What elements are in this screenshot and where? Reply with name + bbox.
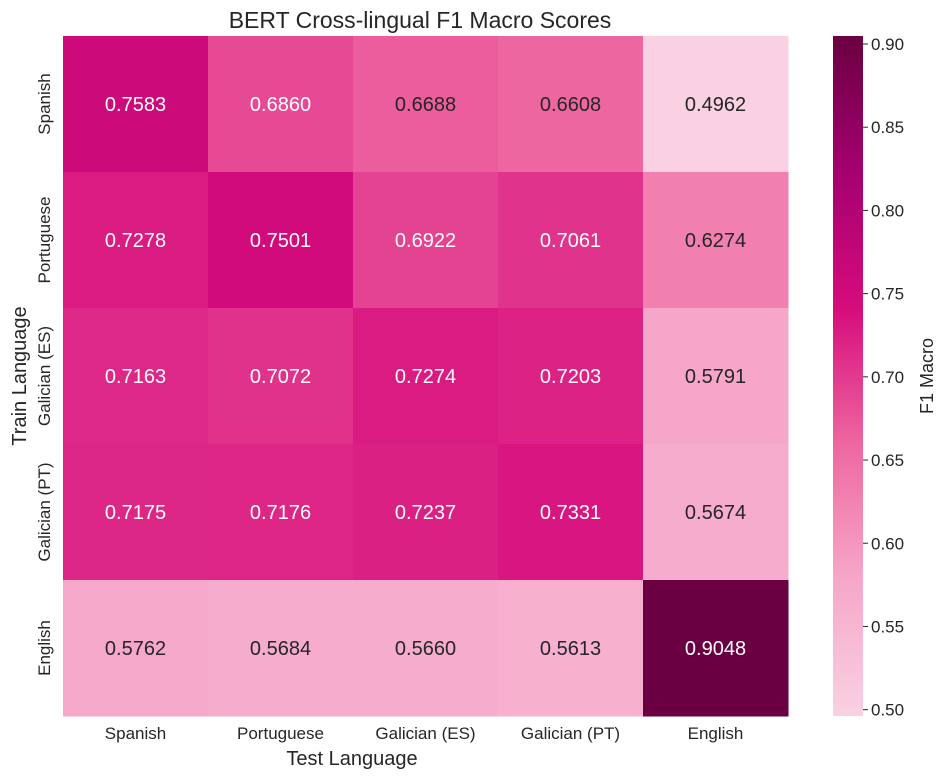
heatmap-cell (208, 308, 354, 445)
colorbar-tick-label: 0.50 (871, 701, 904, 720)
colorbar-label: F1 Macro (917, 338, 937, 414)
cell-value-label: 0.5762 (105, 638, 166, 660)
heatmap-cell (643, 172, 789, 309)
heatmap-cell (63, 308, 209, 445)
heatmap-cell (498, 580, 644, 717)
colorbar-tick-label: 0.60 (871, 534, 904, 553)
heatmap-cell-labels: 0.7583 0.6860 0.6688 0.6608 0.4962 0.7278 0.75… (105, 94, 746, 660)
colorbar-tick-label: 0.70 (871, 368, 904, 387)
heatmap-cell (643, 580, 789, 717)
heatmap-cell (208, 580, 354, 717)
colorbar-tick-label: 0.80 (871, 201, 904, 220)
cell-value-label: 0.4962 (685, 94, 746, 116)
cell-value-label: 0.6922 (395, 230, 456, 252)
cell-value-label: 0.5791 (685, 366, 746, 388)
x-tick-label: Galician (PT) (521, 724, 620, 743)
colorbar-ticks: 0.50 0.55 0.60 0.65 0.70 0.75 0.80 0.85 0.90 (863, 35, 904, 720)
cell-value-label: 0.5613 (540, 638, 601, 660)
cell-value-label: 0.7061 (540, 230, 601, 252)
heatmap-cell (353, 444, 499, 581)
cell-value-label: 0.6608 (540, 94, 601, 116)
heatmap-cell (353, 580, 499, 717)
cell-value-label: 0.7203 (540, 366, 601, 388)
heatmap-cell (498, 172, 644, 309)
cell-value-label: 0.7072 (250, 366, 311, 388)
cell-value-label: 0.7163 (105, 366, 166, 388)
heatmap-cell (643, 36, 789, 173)
x-axis-label: Test Language (286, 748, 417, 770)
heatmap-cell (63, 172, 209, 309)
colorbar-tick-label: 0.75 (871, 285, 904, 304)
heatmap-cell (63, 36, 209, 173)
cell-value-label: 0.7501 (250, 230, 311, 252)
colorbar-tick-label: 0.85 (871, 118, 904, 137)
cell-value-label: 0.6688 (395, 94, 456, 116)
cell-value-label: 0.7331 (540, 502, 601, 524)
y-axis-tick-labels: Spanish Portuguese Galician (ES) Galician (… (35, 73, 54, 676)
heatmap-cell (63, 580, 209, 717)
y-tick-label: English (35, 620, 54, 676)
y-tick-label: Portuguese (35, 197, 54, 284)
x-tick-label: English (688, 724, 744, 743)
y-axis-label: Train Language (9, 306, 31, 445)
colorbar-tick-label: 0.90 (871, 35, 904, 54)
heatmap-cell (208, 444, 354, 581)
x-axis-tick-labels: Spanish Portuguese Galician (ES) Galician (… (105, 724, 744, 743)
cell-value-label: 0.6860 (250, 94, 311, 116)
cell-value-label: 0.5684 (250, 638, 311, 660)
cell-value-label: 0.7237 (395, 502, 456, 524)
colorbar (833, 36, 863, 716)
heatmap-cell (63, 444, 209, 581)
colorbar-tick-label: 0.55 (871, 617, 904, 636)
cell-value-label: 0.7583 (105, 94, 166, 116)
cell-value-label: 0.7176 (250, 502, 311, 524)
cell-value-label: 0.6274 (685, 230, 746, 252)
cell-value-label: 0.9048 (685, 638, 746, 660)
heatmap-cells (63, 36, 789, 717)
x-tick-label: Portuguese (237, 724, 324, 743)
heatmap-cell (643, 308, 789, 445)
cell-value-label: 0.5660 (395, 638, 456, 660)
x-tick-label: Galician (ES) (375, 724, 475, 743)
cell-value-label: 0.7274 (395, 366, 456, 388)
x-tick-label: Spanish (105, 724, 166, 743)
y-tick-label: Galician (PT) (35, 462, 54, 561)
heatmap-cell (353, 36, 499, 173)
cell-value-label: 0.5674 (685, 502, 746, 524)
heatmap-cell (208, 172, 354, 309)
heatmap-cell (498, 308, 644, 445)
heatmap-cell (208, 36, 354, 173)
cell-value-label: 0.7278 (105, 230, 166, 252)
heatmap-cell (498, 36, 644, 173)
heatmap-cell (643, 444, 789, 581)
colorbar-tick-label: 0.65 (871, 451, 904, 470)
y-tick-label: Spanish (35, 73, 54, 134)
chart-title: BERT Cross-lingual F1 Macro Scores (229, 7, 612, 33)
heatmap-cell (498, 444, 644, 581)
heatmap-cell (353, 308, 499, 445)
cell-value-label: 0.7175 (105, 502, 166, 524)
y-tick-label: Galician (ES) (35, 326, 54, 426)
heatmap-cell (353, 172, 499, 309)
